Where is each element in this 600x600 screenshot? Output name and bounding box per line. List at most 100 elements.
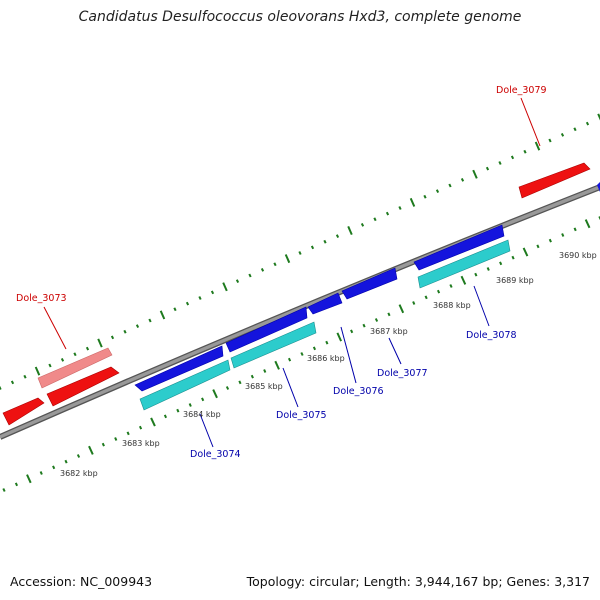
gene-label[interactable]: Dole_3078 bbox=[466, 330, 517, 341]
gene-arrow[interactable] bbox=[46, 366, 120, 407]
reverse-genes-inner bbox=[139, 239, 511, 411]
gene-arrow[interactable] bbox=[134, 345, 224, 392]
minor-tick bbox=[126, 431, 130, 436]
minor-tick bbox=[350, 329, 354, 334]
outer-tick-ring bbox=[0, 113, 600, 390]
gene-label[interactable]: Dole_3074 bbox=[190, 449, 241, 460]
minor-tick bbox=[263, 369, 267, 373]
minor-tick bbox=[449, 284, 453, 288]
minor-tick bbox=[298, 251, 302, 255]
gene-arrow[interactable] bbox=[518, 162, 591, 199]
minor-tick bbox=[436, 289, 441, 294]
map-title: Candidatus Desulfococcus oleovorans Hxd3… bbox=[78, 9, 522, 25]
gene-callouts bbox=[43, 97, 541, 448]
gene-arrow[interactable] bbox=[225, 306, 308, 353]
major-tick bbox=[34, 366, 41, 376]
minor-tick bbox=[548, 138, 552, 143]
major-tick bbox=[398, 304, 405, 314]
gene-arrow[interactable] bbox=[37, 347, 113, 389]
minor-tick bbox=[260, 267, 265, 272]
inner-tick-ring bbox=[2, 216, 600, 492]
minor-tick bbox=[210, 290, 215, 295]
minor-tick bbox=[536, 244, 540, 249]
minor-tick bbox=[287, 357, 292, 362]
minor-tick bbox=[225, 386, 230, 390]
minor-tick bbox=[387, 312, 391, 317]
gene-arrow[interactable] bbox=[341, 267, 398, 300]
gene-arrow[interactable] bbox=[230, 321, 317, 369]
kbp-label: 3686 kbp bbox=[307, 354, 345, 363]
gene-arrow[interactable] bbox=[417, 239, 511, 289]
minor-tick bbox=[325, 340, 329, 345]
minor-tick bbox=[238, 380, 242, 385]
minor-tick bbox=[123, 329, 127, 334]
gene-label[interactable]: Dole_3079 bbox=[496, 85, 547, 96]
major-tick bbox=[336, 332, 343, 342]
kbp-label: 3682 kbp bbox=[60, 469, 98, 478]
minor-tick bbox=[435, 189, 440, 194]
minor-tick bbox=[510, 155, 515, 160]
minor-tick bbox=[424, 295, 428, 300]
minor-tick bbox=[101, 442, 105, 447]
minor-tick bbox=[485, 166, 490, 171]
major-tick bbox=[347, 225, 353, 236]
minor-tick bbox=[412, 301, 416, 305]
major-tick bbox=[274, 360, 280, 370]
minor-tick bbox=[198, 296, 202, 300]
major-tick bbox=[212, 389, 218, 399]
gene-labels: Dole_3073 Dole_3074 Dole_3075 Dole_3076 … bbox=[16, 85, 547, 460]
gene-label[interactable]: Dole_3077 bbox=[377, 368, 428, 379]
minor-tick bbox=[360, 222, 365, 227]
major-tick bbox=[584, 219, 591, 229]
minor-tick bbox=[10, 380, 15, 385]
minor-tick bbox=[163, 414, 168, 419]
minor-tick bbox=[2, 488, 6, 492]
minor-tick bbox=[23, 374, 27, 379]
gene-arrow[interactable] bbox=[139, 359, 231, 411]
kbp-label: 3685 kbp bbox=[245, 382, 283, 391]
major-tick bbox=[460, 275, 467, 285]
minor-tick bbox=[573, 227, 577, 232]
gene-arrow[interactable] bbox=[597, 182, 600, 192]
minor-tick bbox=[188, 403, 192, 407]
minor-tick bbox=[73, 352, 77, 357]
minor-tick bbox=[374, 318, 379, 322]
minor-tick bbox=[362, 323, 366, 328]
gene-arrow[interactable] bbox=[2, 397, 45, 426]
minor-tick bbox=[14, 482, 19, 487]
minor-tick bbox=[0, 386, 2, 390]
minor-tick bbox=[201, 397, 205, 402]
minor-tick bbox=[585, 121, 590, 126]
minor-tick bbox=[60, 357, 65, 362]
minor-tick bbox=[448, 183, 452, 188]
gene-label[interactable]: Dole_3075 bbox=[276, 410, 327, 421]
minor-tick bbox=[52, 465, 56, 470]
minor-tick bbox=[499, 261, 503, 266]
minor-tick bbox=[498, 161, 502, 165]
minor-tick bbox=[460, 177, 465, 182]
minor-tick bbox=[398, 206, 402, 210]
gene-arrow[interactable] bbox=[307, 292, 343, 315]
minor-tick bbox=[523, 149, 527, 154]
minor-tick bbox=[300, 352, 304, 356]
minor-tick bbox=[560, 132, 565, 137]
minor-tick bbox=[323, 239, 327, 244]
major-tick bbox=[97, 338, 103, 348]
minor-tick bbox=[85, 346, 90, 351]
minor-tick bbox=[114, 437, 118, 441]
gene-label[interactable]: Dole_3076 bbox=[333, 386, 384, 397]
major-tick bbox=[534, 141, 541, 151]
gene-label[interactable]: Dole_3073 bbox=[16, 293, 67, 304]
major-tick bbox=[409, 197, 416, 207]
minor-tick bbox=[248, 273, 252, 278]
minor-tick bbox=[176, 408, 180, 413]
minor-tick bbox=[39, 471, 43, 475]
minor-tick bbox=[48, 363, 52, 368]
minor-tick bbox=[185, 301, 190, 306]
topology-text: Topology: circular; Length: 3,944,167 bp… bbox=[246, 574, 590, 589]
gene-arrow[interactable] bbox=[413, 224, 505, 271]
minor-tick bbox=[235, 279, 240, 284]
accession-text: Accession: NC_009943 bbox=[10, 574, 153, 589]
